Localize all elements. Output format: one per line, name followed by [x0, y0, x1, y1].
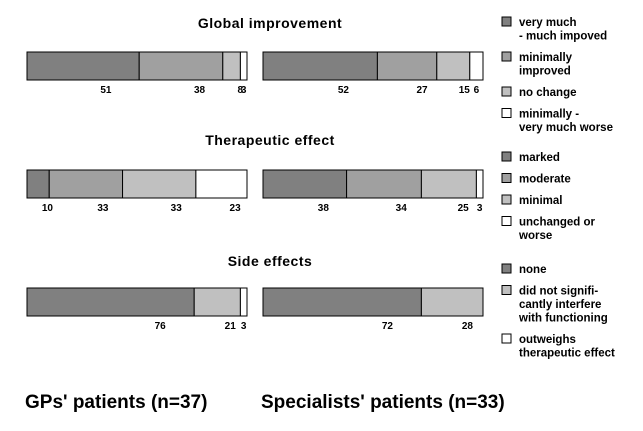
legend-entry-therapeutic-effect-0: marked	[519, 152, 560, 164]
legend-entry-side-effects-2: outweighs therapeutic effect	[519, 334, 615, 360]
data-label-global-improvement-gp-0: 51	[100, 85, 112, 96]
data-label-global-improvement-specialist-0: 52	[338, 85, 350, 96]
legend-swatch-therapeutic-effect-0	[501, 151, 512, 162]
data-label-therapeutic-effect-gp-0: 10	[42, 203, 54, 214]
legend-entry-side-effects-0: none	[519, 264, 546, 276]
legend-entry-therapeutic-effect-1: moderate	[519, 174, 571, 186]
legend-entry-therapeutic-effect-3: unchanged or worse	[518, 217, 596, 243]
bar-segment-therapeutic-effect-gp-0	[26, 169, 50, 199]
data-label-therapeutic-effect-gp-2: 33	[171, 203, 183, 214]
legend-entry-global-improvement-0: very much - much impoved	[519, 17, 607, 43]
data-label-side-effects-gp-2: 3	[241, 321, 247, 332]
legend-swatch-side-effects-0	[501, 263, 512, 274]
data-label-global-improvement-specialist-3: 6	[474, 85, 480, 96]
data-label-global-improvement-specialist-1: 27	[416, 85, 428, 96]
data-label-side-effects-specialist-1: 28	[462, 321, 474, 332]
bar-segment-side-effects-gp-2	[239, 287, 248, 317]
data-label-therapeutic-effect-specialist-2: 25	[458, 203, 470, 214]
bar-segment-global-improvement-specialist-2	[436, 51, 471, 81]
panel-title-therapeutic-effect: Therapeutic effect	[205, 132, 335, 148]
legend-entry-global-improvement-3: minimally -very much worse	[519, 109, 613, 135]
bar-segment-side-effects-specialist-0	[262, 287, 422, 317]
bar-segment-global-improvement-gp-3	[239, 51, 248, 81]
bar-segment-global-improvement-gp-2	[222, 51, 241, 81]
group-label-gp: GPs' patients (n=37)	[25, 392, 207, 413]
data-label-therapeutic-effect-specialist-3: 3	[477, 203, 483, 214]
panel-title-side-effects: Side effects	[228, 253, 313, 269]
data-label-side-effects-specialist-0: 72	[382, 321, 394, 332]
legend-swatch-global-improvement-2	[501, 86, 512, 97]
legend-swatch-global-improvement-0	[501, 16, 512, 27]
data-label-global-improvement-gp-1: 38	[194, 85, 206, 96]
legend-swatch-global-improvement-1	[501, 51, 512, 62]
data-label-global-improvement-gp-2: 8	[237, 85, 243, 96]
data-label-therapeutic-effect-specialist-0: 38	[318, 203, 330, 214]
legend-swatch-therapeutic-effect-2	[501, 194, 512, 205]
legend-swatch-therapeutic-effect-3	[501, 216, 512, 226]
bar-segment-therapeutic-effect-specialist-3	[475, 169, 484, 199]
legend-entry-side-effects-1: did not signifi-cantly interfere with fun…	[518, 286, 608, 325]
legend-swatch-therapeutic-effect-1	[501, 173, 512, 183]
bar-segment-therapeutic-effect-specialist-2	[420, 169, 477, 199]
bar-segment-global-improvement-specialist-3	[469, 51, 484, 81]
legend-swatch-side-effects-2	[501, 333, 512, 344]
bar-segment-global-improvement-specialist-0	[262, 51, 378, 81]
data-label-side-effects-gp-0: 76	[155, 321, 167, 332]
bar-segment-therapeutic-effect-gp-1	[48, 169, 124, 199]
legend-entry-global-improvement-2: no change	[519, 87, 577, 99]
legend-swatch-global-improvement-3	[501, 108, 512, 118]
bar-segment-therapeutic-effect-specialist-1	[346, 169, 422, 199]
bar-segment-global-improvement-gp-0	[26, 51, 140, 81]
data-label-therapeutic-effect-gp-1: 33	[97, 203, 109, 214]
bar-segment-global-improvement-gp-1	[138, 51, 224, 81]
bar-segment-therapeutic-effect-specialist-0	[262, 169, 348, 199]
panel-title-global-improvement: Global improvement	[198, 15, 342, 31]
data-label-global-improvement-specialist-2: 15	[459, 85, 471, 96]
legend-entry-therapeutic-effect-2: minimal	[519, 195, 562, 207]
group-label-specialist: Specialists' patients (n=33)	[261, 392, 505, 413]
data-label-therapeutic-effect-specialist-1: 34	[396, 203, 408, 214]
legend-swatch-side-effects-1	[501, 285, 512, 295]
bar-segment-therapeutic-effect-gp-3	[195, 169, 248, 199]
data-label-side-effects-gp-1: 21	[225, 321, 237, 332]
bar-segment-global-improvement-specialist-1	[376, 51, 438, 81]
bar-segment-therapeutic-effect-gp-2	[122, 169, 197, 199]
data-label-therapeutic-effect-gp-3: 23	[230, 203, 242, 214]
legend-entry-global-improvement-1: minimally improved	[519, 52, 573, 78]
bar-segment-side-effects-gp-1	[193, 287, 241, 317]
bar-segment-side-effects-specialist-1	[420, 287, 484, 317]
bar-segment-side-effects-gp-0	[26, 287, 195, 317]
data-label-global-improvement-gp-3: 3	[241, 85, 247, 96]
